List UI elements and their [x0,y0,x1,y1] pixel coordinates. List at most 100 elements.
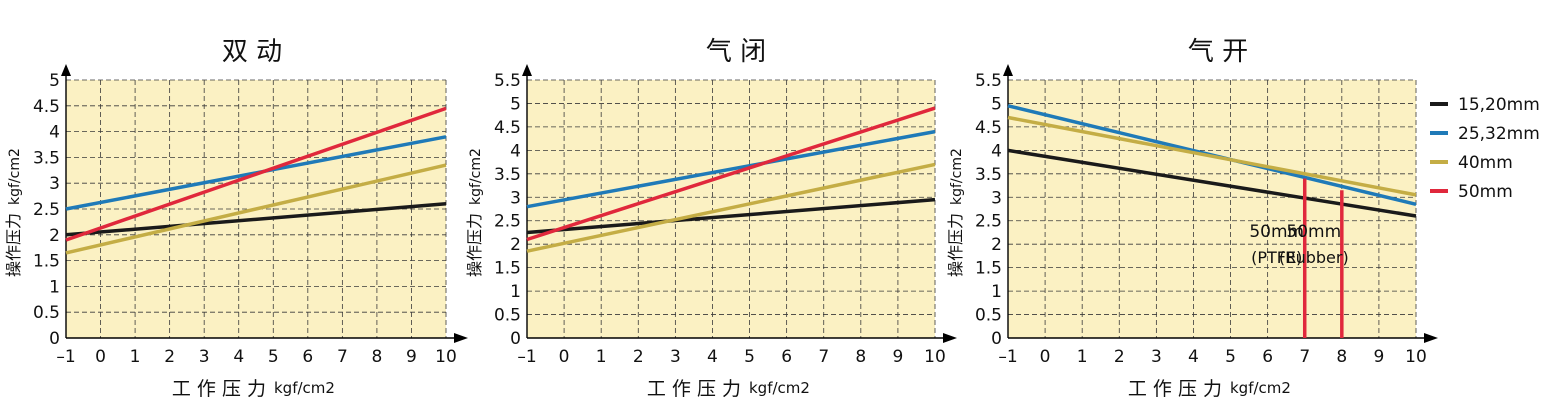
chart-2: –1 0 1 2 3 4 5 6 7 8 9 1000.511.522.533.544.555.5气 … [465,37,957,400]
y-tick-label: 3 [510,188,521,208]
x-axis-label: 工 作 压 力 [172,378,266,400]
y-tick-label: 1.5 [494,259,521,279]
x-axis-label: 工 作 压 力 [1128,378,1222,400]
limit-line-label-material: (Rubber) [1279,248,1349,267]
series-line-50mm [526,106,936,242]
y-tick-label: 0 [991,329,1002,349]
x-tick-label: 6 [781,347,792,367]
y-tick-label: 5 [49,71,60,91]
x-tick-label: 7 [1299,347,1310,367]
legend-label: 40mm [1458,153,1513,173]
y-tick-label: 4.5 [33,97,60,117]
legend: 15,20mm 25,32mm 40mm 50mm [1430,95,1540,202]
x-tick-label: 3 [1151,347,1162,367]
x-tick-label: 7 [818,347,829,367]
y-axis-arrow-icon [61,64,71,76]
y-axis-arrow-icon [522,64,532,76]
series-line-40mm [1007,115,1417,197]
x-tick-label: 8 [371,347,382,367]
y-tick-label: 0 [510,329,521,349]
x-tick-label: 5 [268,347,279,367]
y-tick-label: 4 [510,141,521,161]
x-tick-label: –1 [998,347,1017,367]
x-tick-label: 9 [892,347,903,367]
x-tick-label: 4 [1188,347,1199,367]
y-tick-label: 4.5 [975,118,1002,138]
x-axis-arrow-icon [943,333,957,343]
y-tick-label: 1 [49,277,60,297]
y-tick-label: 3.5 [975,165,1002,185]
x-tick-label: 2 [164,347,175,367]
y-tick-label: 1 [510,282,521,302]
y-tick-label: 2 [991,235,1002,255]
x-tick-label: 8 [1336,347,1347,367]
x-tick-label: 0 [95,347,106,367]
y-tick-label: 2.5 [494,212,521,232]
x-tick-label: 2 [633,347,644,367]
legend-label: 25,32mm [1458,124,1540,144]
x-tick-label: 6 [1262,347,1273,367]
x-axis-label: 工 作 压 力 [647,378,741,400]
series-line-40mm [526,162,936,253]
x-tick-label: 9 [406,347,417,367]
y-tick-label: 5 [510,94,521,114]
y-tick-label: 0.5 [33,303,60,323]
x-axis-arrow-icon [1424,333,1438,343]
series-line-25-32mm [526,129,936,209]
x-tick-label: 8 [855,347,866,367]
y-tick-label: 0.5 [975,306,1002,326]
y-tick-label: 4 [49,123,60,143]
x-tick-label: 10 [924,347,946,367]
x-axis-unit: kgf/cm2 [1230,379,1291,397]
legend-label: 15,20mm [1458,95,1540,115]
chart-title: 气 闭 [706,37,766,67]
x-tick-label: 9 [1373,347,1384,367]
y-tick-label: 4 [991,141,1002,161]
x-tick-label: 1 [130,347,141,367]
x-tick-label: 1 [596,347,607,367]
y-tick-label: 0.5 [494,306,521,326]
series-line-15-20mm [526,197,936,235]
x-tick-label: 0 [1040,347,1051,367]
y-tick-label: 0 [49,329,60,349]
series-line-40mm [65,163,447,255]
x-tick-label: –1 [56,347,75,367]
y-tick-label: 5.5 [494,71,521,91]
x-axis-arrow-icon [454,333,468,343]
legend-label: 50mm [1458,182,1513,202]
grid [1008,79,1417,338]
series-line-50mm [65,106,447,242]
x-axis-unit: kgf/cm2 [749,379,810,397]
x-tick-label: 4 [707,347,718,367]
y-axis-label: 操作压力 [4,213,23,277]
x-tick-label: 1 [1077,347,1088,367]
x-tick-label: 6 [302,347,313,367]
x-tick-label: 0 [559,347,570,367]
x-tick-label: 5 [744,347,755,367]
y-tick-label: 3.5 [33,148,60,168]
limit-line-label-material: (PTFE) [1251,248,1302,267]
x-tick-label: 3 [670,347,681,367]
y-axis-label: 操作压力 [465,213,484,277]
y-axis-label: 操作压力 [946,213,965,277]
plot-area [1008,80,1416,338]
x-tick-label: 4 [233,347,244,367]
y-tick-label: 5 [991,94,1002,114]
y-axis-title: 操作压力 kgf/cm2 [946,148,965,277]
y-tick-label: 4.5 [494,118,521,138]
y-tick-label: 2 [49,226,60,246]
x-tick-label: –1 [517,347,536,367]
chart-title: 双 动 [222,37,282,67]
x-tick-label: 2 [1114,347,1125,367]
y-tick-label: 2.5 [975,212,1002,232]
y-tick-label: 2 [510,235,521,255]
y-axis-unit: kgf/cm2 [7,148,23,205]
limit-line-label-size: 50mm [1249,222,1304,242]
y-tick-label: 2.5 [33,200,60,220]
y-tick-label: 1.5 [975,259,1002,279]
y-axis-unit: kgf/cm2 [468,148,484,205]
y-tick-label: 3 [991,188,1002,208]
x-tick-label: 3 [199,347,210,367]
